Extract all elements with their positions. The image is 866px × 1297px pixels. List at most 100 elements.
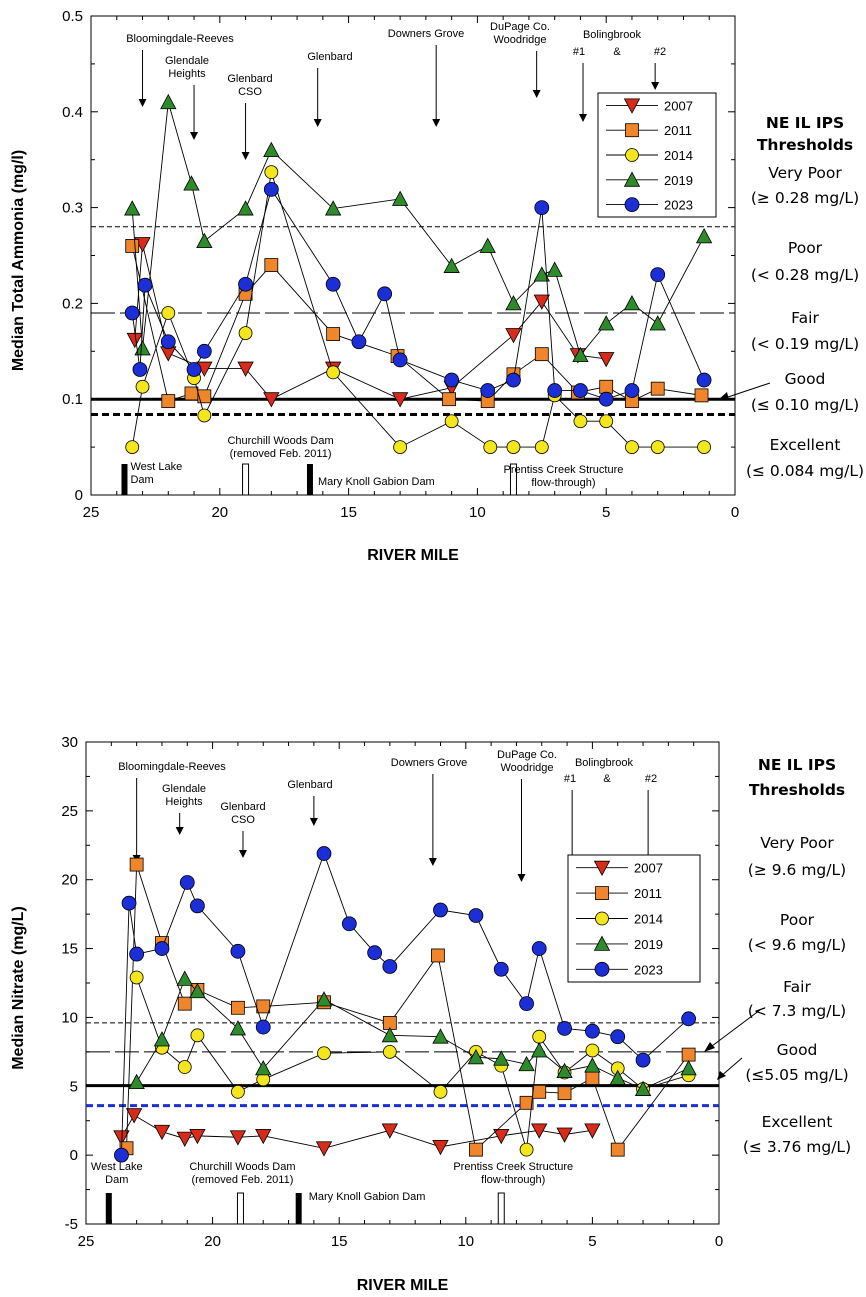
site-label: Bloomingdale-Reeves [126, 33, 234, 45]
site-label: Bloomingdale-Reeves [118, 761, 226, 773]
data-point [179, 875, 195, 890]
x-tick-label: 15 [340, 504, 357, 521]
data-point [135, 379, 150, 394]
data-point [264, 258, 279, 272]
site-label: #2 [645, 773, 657, 785]
data-point [231, 1000, 245, 1015]
data-point [557, 1086, 572, 1101]
y-tick-label: 25 [61, 803, 78, 820]
data-point [255, 1128, 272, 1145]
data-point [506, 372, 521, 388]
threshold-value: (< 9.6 mg/L) [748, 936, 846, 954]
structure-label: Prentiss Creek Structure [504, 464, 624, 476]
data-point [533, 294, 550, 310]
legend-marker [594, 961, 610, 977]
data-point [134, 340, 151, 356]
data-point [326, 365, 341, 380]
data-point [177, 996, 192, 1011]
site-arrow-head [238, 850, 247, 858]
series-2011 [125, 239, 709, 409]
data-point [351, 334, 367, 350]
data-point [176, 1131, 193, 1147]
site-arrow-head [532, 90, 541, 98]
threshold-name: Good [785, 370, 826, 388]
dam-marker-open [236, 1192, 244, 1225]
x-tick-label: 0 [731, 504, 739, 521]
data-point [113, 1130, 130, 1146]
threshold-header: Thresholds [749, 781, 845, 799]
threshold-value: (< 0.19 mg/L) [751, 335, 859, 353]
data-point [534, 200, 550, 216]
y-tick-label: 0 [70, 1147, 78, 1164]
data-point [128, 1073, 145, 1090]
legend-marker [595, 886, 609, 900]
data-point [190, 898, 205, 914]
threshold-value: (≤ 0.10 mg/L) [751, 396, 859, 414]
data-point [176, 970, 193, 986]
threshold-name: Good [777, 1041, 818, 1059]
data-point [599, 414, 614, 429]
y-tick-label: 0 [75, 487, 83, 504]
legend-label: 2023 [634, 962, 663, 977]
data-point [442, 392, 456, 407]
site-arrow-head [309, 818, 318, 826]
data-point [121, 895, 137, 911]
data-point [381, 1026, 399, 1043]
fair-pointer-head [717, 1071, 726, 1080]
site-label: Glendale [165, 55, 209, 67]
fair-pointer [719, 1057, 743, 1078]
threshold-value: (≤5.05 mg/L) [745, 1066, 848, 1084]
threshold-header: NE IL IPS [766, 114, 844, 132]
site-label: #1 [573, 46, 585, 58]
data-point [599, 379, 614, 394]
threshold-value: (≤ 0.084 mg/L) [746, 462, 864, 480]
x-axis-label: RIVER MILE [357, 1277, 449, 1294]
threshold-name: Poor [788, 239, 823, 257]
series-2019 [128, 970, 697, 1096]
site-label: Bolingbrook [575, 757, 634, 769]
series-2019 [124, 93, 713, 363]
data-point [382, 1044, 397, 1059]
legend: 2007 2011 2014 2019 2023 [597, 92, 717, 218]
site-label: Glenbard [287, 779, 332, 791]
y-axis-label: Median Nitrate (mg/L) [10, 906, 27, 1070]
data-point [367, 945, 383, 961]
structure-label: Churchill Woods Dam [227, 435, 333, 447]
y-tick-label: 0.5 [62, 8, 83, 25]
data-point [161, 306, 176, 320]
threshold-header: Thresholds [757, 136, 853, 154]
legend-marker [625, 148, 639, 162]
data-point [229, 1020, 247, 1036]
threshold-value: (≥ 0.28 mg/L) [751, 189, 859, 207]
data-point [161, 394, 176, 409]
data-point [263, 181, 279, 197]
data-point [531, 1042, 548, 1058]
data-point [229, 1130, 247, 1146]
data-point [469, 1142, 483, 1157]
threshold-value: (< 0.28 mg/L) [751, 266, 859, 284]
threshold-header: NE IL IPS [758, 756, 836, 774]
data-point [190, 1028, 205, 1043]
data-point [585, 1043, 600, 1058]
data-point [255, 1019, 271, 1035]
x-tick-label: 0 [715, 1233, 723, 1250]
threshold-table: NE IL IPS Thresholds Very Poor (≥ 9.6 mg/L)… [743, 756, 851, 1156]
site-label: Glenbard [227, 73, 272, 85]
poor-pointer-head [704, 1042, 715, 1052]
data-point [263, 392, 280, 408]
data-point [696, 372, 712, 388]
x-tick-label: 5 [602, 504, 610, 521]
data-point [546, 261, 563, 277]
data-point [326, 327, 341, 341]
data-point [534, 347, 549, 362]
legend-marker [593, 860, 611, 877]
data-point [444, 414, 459, 429]
y-tick-label: 0.4 [62, 104, 83, 121]
data-point [264, 165, 279, 180]
data-point [189, 1128, 206, 1145]
y-tick-label: 5 [70, 1078, 78, 1095]
structure-label: Churchill Woods Dam [189, 1161, 295, 1173]
series-2023 [124, 181, 712, 407]
data-point [196, 343, 212, 359]
poor-pointer [707, 1009, 761, 1050]
